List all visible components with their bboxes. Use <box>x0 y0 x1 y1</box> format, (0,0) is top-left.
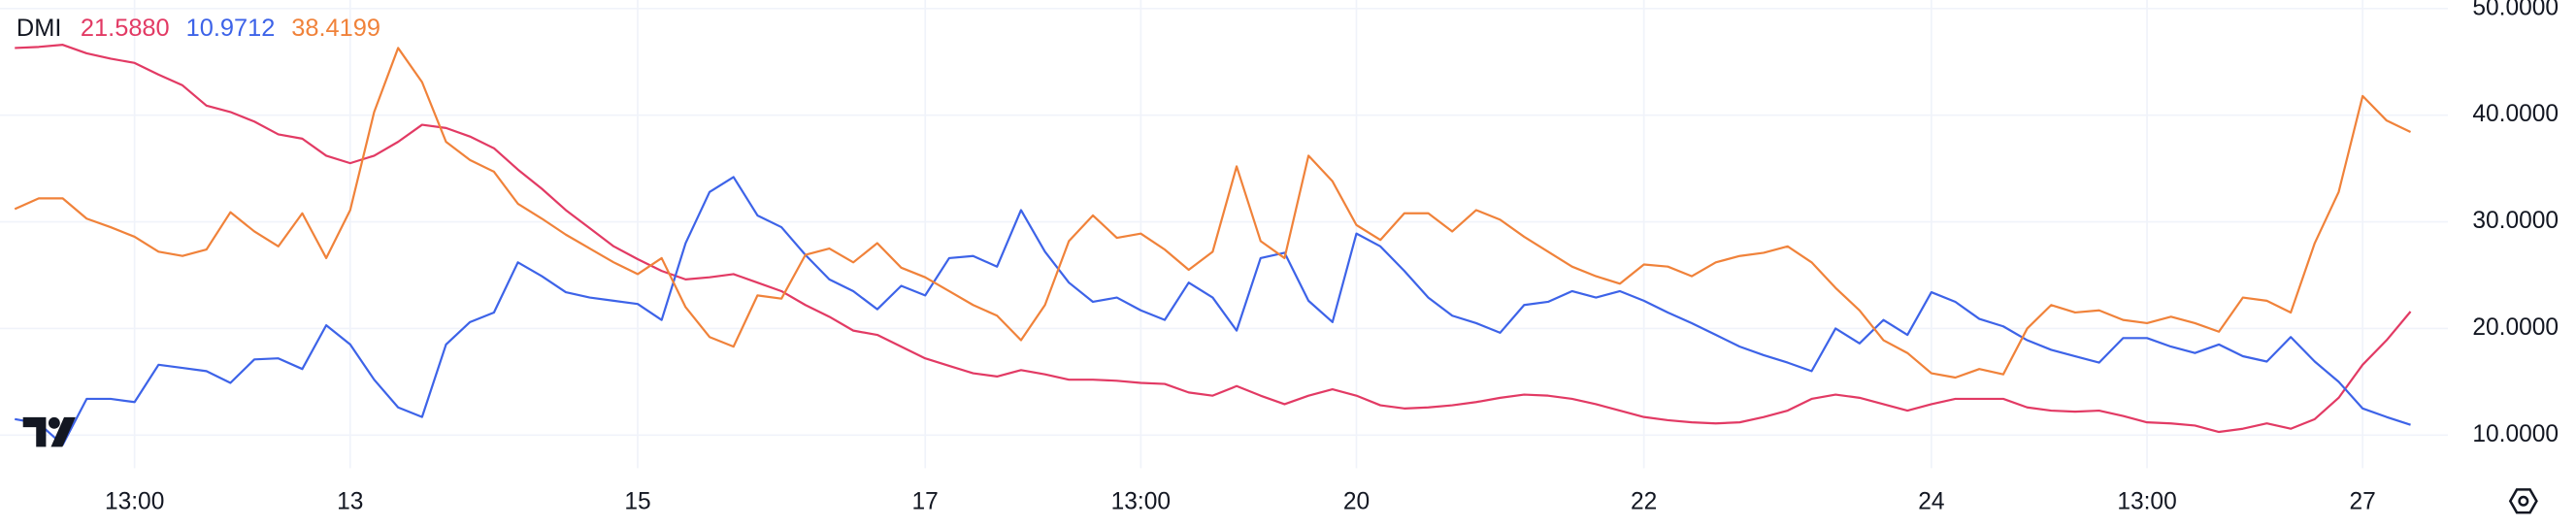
x-tick-label: 22 <box>1631 488 1657 514</box>
x-tick-label: 24 <box>1918 488 1944 514</box>
x-tick-label: 20 <box>1343 488 1370 514</box>
y-tick-label: 10.0000 <box>2472 421 2559 447</box>
series-line <box>15 44 2412 434</box>
legend-value: 10.9712 <box>186 15 276 42</box>
legend: DMI 21.5880 10.9712 38.4199 <box>17 15 380 42</box>
x-tick-label: 27 <box>2350 488 2376 514</box>
legend-value: 21.5880 <box>81 15 170 42</box>
x-tick-label: 13 <box>337 488 363 514</box>
y-tick-label: 40.0000 <box>2472 101 2559 127</box>
series-line <box>14 47 2412 380</box>
plot <box>14 44 2412 446</box>
grid <box>0 0 2448 469</box>
x-tick-label: 15 <box>624 488 650 514</box>
legend-value: 38.4199 <box>291 15 380 42</box>
y-tick-label: 50.0000 <box>2472 0 2559 20</box>
x-tick-label: 13:00 <box>2117 488 2176 514</box>
tradingview-logo <box>22 416 76 447</box>
indicator-title: DMI <box>17 15 62 42</box>
axes: 10.0000 20.0000 30.0000 40.0000 50.0000 13:00… <box>105 0 2559 514</box>
y-tick-label: 20.0000 <box>2472 314 2559 341</box>
x-tick-label: 13:00 <box>105 488 164 514</box>
settings-icon[interactable] <box>2508 488 2538 514</box>
y-tick-label: 30.0000 <box>2472 208 2559 234</box>
x-tick-label: 13:00 <box>1111 488 1171 514</box>
x-tick-label: 17 <box>912 488 939 514</box>
series-line <box>15 176 2411 446</box>
